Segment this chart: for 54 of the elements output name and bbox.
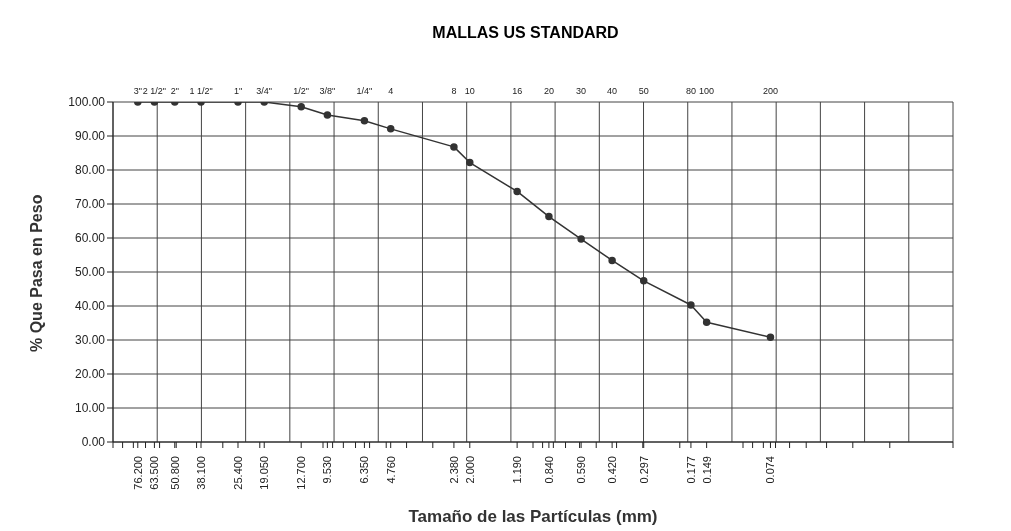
x-tick-label: 0.590 (575, 456, 588, 484)
text: 10 (464, 86, 475, 96)
y-tick-label: 30.00 (74, 333, 106, 348)
x-tick-label: 0.840 (542, 456, 555, 484)
x-tick-label: 2.380 (447, 456, 460, 484)
text: 1/2" (293, 86, 310, 96)
text: 2" (170, 86, 179, 96)
text: 2 1/2" (142, 86, 167, 96)
y-tick-label: 0.00 (81, 435, 106, 450)
text: 3/8" (319, 86, 336, 96)
x-tick-label: 50.800 (168, 456, 181, 490)
x-tick-label: 76.200 (131, 456, 144, 490)
text: 80 (685, 86, 696, 96)
y-tick-label: 90.00 (74, 129, 106, 144)
text: 1/4" (356, 86, 373, 96)
x-tick-label: 6.350 (358, 456, 371, 484)
x-tick-label: 1.190 (511, 456, 524, 484)
x-tick-label: 9.530 (321, 456, 334, 484)
text: 50 (638, 86, 649, 96)
y-tick-label: 10.00 (74, 401, 106, 416)
x-tick-label: 25.400 (231, 456, 244, 490)
x-tick-label: 0.297 (637, 456, 650, 484)
x-tick-label: 0.420 (606, 456, 619, 484)
y-tick-label: 50.00 (74, 265, 106, 280)
y-tick-label: 80.00 (74, 163, 106, 178)
x-axis-title: Tamaño de las Partículas (mm) (408, 507, 658, 526)
x-tick-label: 4.760 (384, 456, 397, 484)
text: 100 (699, 86, 715, 96)
text: 40 (607, 86, 618, 96)
x-tick-label: 63.500 (148, 456, 161, 490)
y-tick-label: 70.00 (74, 197, 106, 212)
text: 20 (543, 86, 554, 96)
y-tick-label: 100.00 (68, 95, 106, 110)
y-axis-title: % Que Pasa en Peso (27, 194, 45, 352)
x-tick-label: 12.700 (295, 456, 308, 490)
y-tick-label: 20.00 (74, 367, 106, 382)
text: 30 (576, 86, 587, 96)
text: 3" (133, 86, 142, 96)
text: 4 (388, 86, 394, 96)
y-tick-label: 40.00 (74, 299, 106, 314)
y-tick-label: 60.00 (74, 231, 106, 246)
text: 1 1/2" (189, 86, 213, 96)
text: 1" (233, 86, 243, 96)
text: 16 (512, 86, 523, 96)
x-tick-label: 19.050 (258, 456, 271, 490)
x-tick-label: 0.074 (764, 456, 777, 484)
text: 3/4" (256, 86, 273, 96)
text: 200 (762, 86, 778, 96)
x-tick-label: 2.000 (463, 456, 476, 484)
text: 8 (451, 86, 457, 96)
x-tick-label: 0.177 (684, 456, 697, 484)
chart-title: MALLAS US STANDARD (431, 23, 620, 43)
x-tick-label: 0.149 (700, 456, 713, 484)
x-tick-label: 38.100 (195, 456, 208, 490)
